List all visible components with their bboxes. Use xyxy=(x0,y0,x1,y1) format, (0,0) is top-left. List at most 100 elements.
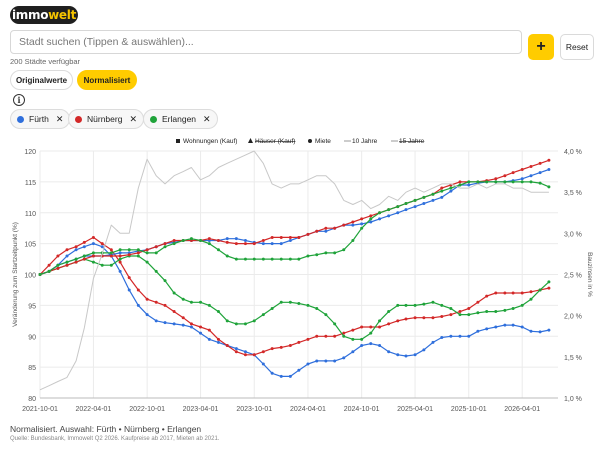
series-point xyxy=(476,300,480,304)
series-point xyxy=(431,340,435,344)
city-search-input[interactable] xyxy=(11,31,521,53)
y-axis-title: Veränderung zum Startzeitpunkt (%) xyxy=(12,222,19,327)
series-point xyxy=(225,254,229,258)
add-city-button[interactable]: + xyxy=(528,34,554,60)
series-point xyxy=(511,291,515,295)
series-point xyxy=(279,374,283,378)
series-point xyxy=(431,300,435,304)
series-point xyxy=(369,220,373,224)
series-point xyxy=(306,337,310,341)
series-point xyxy=(154,251,158,255)
series-point xyxy=(431,192,435,196)
series-point xyxy=(529,297,533,301)
cities-count: 200 Städte verfügbar xyxy=(10,57,81,66)
y2-tick-label: 2,0 % xyxy=(564,314,582,321)
series-point xyxy=(261,257,265,261)
series-point xyxy=(297,340,301,344)
series-point xyxy=(109,263,113,267)
series-point xyxy=(440,303,444,307)
series-point xyxy=(396,211,400,215)
series-point xyxy=(297,368,301,372)
series-point xyxy=(387,310,391,314)
city-search-box[interactable] xyxy=(10,30,522,54)
series-point xyxy=(91,242,95,246)
series-point xyxy=(261,362,265,366)
series-point xyxy=(369,331,373,335)
y2-tick-label: 4,0 % xyxy=(564,149,582,156)
series-line xyxy=(39,243,550,377)
series-point xyxy=(396,353,400,357)
series-point xyxy=(154,300,158,304)
series-point xyxy=(378,325,382,329)
series-point xyxy=(261,350,265,354)
series-point xyxy=(279,300,283,304)
series-point xyxy=(56,266,60,270)
series-point xyxy=(333,251,337,255)
series-point xyxy=(261,313,265,317)
series-point xyxy=(547,280,551,284)
series-point xyxy=(136,303,140,307)
series-point xyxy=(154,319,158,323)
series-point xyxy=(279,235,283,239)
mode-normalized-button[interactable]: Normalisiert xyxy=(77,70,137,90)
series-point xyxy=(520,177,524,181)
series-point xyxy=(163,321,167,325)
series-point xyxy=(485,310,489,314)
series-point xyxy=(333,226,337,230)
series-point xyxy=(189,300,193,304)
series-point xyxy=(396,303,400,307)
series-point xyxy=(413,303,417,307)
series-point xyxy=(485,294,489,298)
series-point xyxy=(74,257,78,261)
reset-button[interactable]: Reset xyxy=(560,34,594,60)
series-point xyxy=(234,350,238,354)
series-point xyxy=(520,325,524,329)
series-point xyxy=(243,257,247,261)
series-point xyxy=(324,229,328,233)
series-point xyxy=(145,313,149,317)
series-point xyxy=(270,235,274,239)
legend-label: Häuser (Kauf) xyxy=(255,138,295,145)
series-point xyxy=(529,174,533,178)
series-line xyxy=(39,159,550,276)
series-point xyxy=(529,164,533,168)
series-point xyxy=(234,322,238,326)
series-point xyxy=(476,311,480,315)
series-point xyxy=(422,201,426,205)
logo-text: immowelt xyxy=(11,8,77,22)
series-point xyxy=(145,297,149,301)
series-point xyxy=(315,334,319,338)
price-index-chart: 80 85 90 95 100 105 110 115 120 1,0 % 1,5 % 2,0 % 2,… xyxy=(12,138,593,413)
series-point xyxy=(503,291,507,295)
series-point xyxy=(163,245,167,249)
city-color-dot xyxy=(150,115,157,123)
series-point xyxy=(199,239,203,243)
series-point xyxy=(520,168,524,172)
remove-city-icon[interactable]: ✕ xyxy=(55,113,64,124)
remove-city-icon[interactable]: ✕ xyxy=(203,113,211,124)
series-point xyxy=(56,254,60,258)
series-point xyxy=(538,288,542,292)
series-point xyxy=(38,273,42,276)
series-point xyxy=(360,226,364,230)
info-icon[interactable]: i xyxy=(13,94,25,106)
series-point xyxy=(288,344,292,348)
series-point xyxy=(458,310,462,314)
series-point xyxy=(216,239,220,243)
series-point xyxy=(547,185,551,189)
series-point xyxy=(547,158,551,162)
x-tick-label: 2022-10-01 xyxy=(129,406,165,413)
x-tick-label: 2021-10-01 xyxy=(22,406,58,413)
series-point xyxy=(404,354,408,358)
series-point xyxy=(306,232,310,236)
series-point xyxy=(82,245,86,249)
series-point xyxy=(47,263,51,267)
remove-city-icon[interactable]: ✕ xyxy=(129,113,137,124)
series-point xyxy=(485,327,489,331)
series-point xyxy=(279,257,283,261)
mode-original-button[interactable]: Originalwerte xyxy=(10,70,73,90)
series-point xyxy=(440,195,444,199)
series-point xyxy=(145,248,149,252)
city-chip-erlangen: Erlangen ✕ xyxy=(143,109,218,129)
series-point xyxy=(449,334,453,338)
